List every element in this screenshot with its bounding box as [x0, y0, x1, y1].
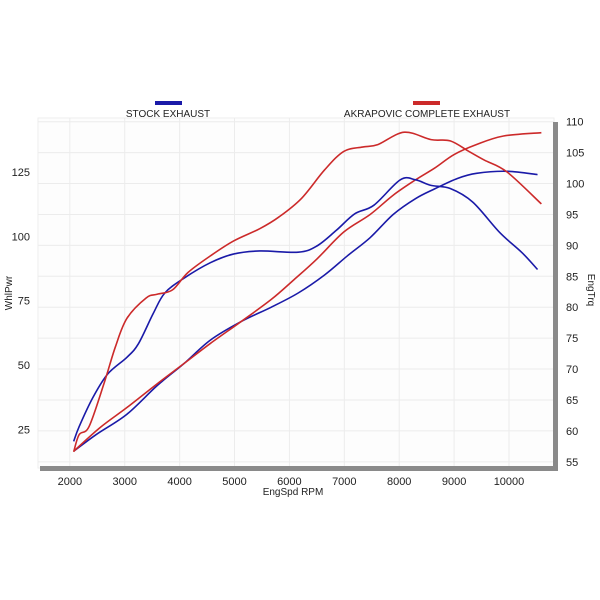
right-tick-label: 65 — [566, 395, 578, 407]
x-tick-label: 4000 — [167, 476, 191, 488]
left-tick-label: 25 — [18, 424, 30, 436]
right-tick-label: 75 — [566, 333, 578, 345]
grid — [38, 118, 554, 468]
right-tick-label: 95 — [566, 209, 578, 221]
right-axis-ticks: 55 60 65 70 75 80 85 90 95 100 105 110 — [566, 117, 584, 469]
plot-shadow-bottom — [40, 466, 558, 471]
right-axis-label: EngTrq — [585, 274, 596, 306]
left-tick-label: 100 — [12, 231, 30, 243]
right-tick-label: 60 — [566, 426, 578, 438]
series-line-akrapovic-engtrq — [72, 131, 542, 453]
series-line-akrapovic-whlpwr — [73, 131, 542, 452]
right-tick-label: 100 — [566, 179, 584, 191]
x-tick-label: 9000 — [442, 476, 466, 488]
series-group — [72, 131, 542, 453]
plot-shadow-right — [553, 122, 558, 471]
series-line-stock-whlpwr — [73, 170, 538, 452]
left-tick-label: 75 — [18, 296, 30, 308]
right-tick-label: 70 — [566, 364, 578, 376]
x-tick-label: 6000 — [277, 476, 301, 488]
right-tick-label: 55 — [566, 457, 578, 469]
right-tick-label: 105 — [566, 148, 584, 160]
left-axis-ticks: 25 50 75 100 125 — [12, 167, 30, 436]
legend-swatch-akrapovic — [413, 101, 440, 105]
legend: STOCK EXHAUST AKRAPOVIC COMPLETE EXHAUST — [126, 101, 510, 120]
legend-swatch-stock — [155, 101, 182, 105]
right-tick-label: 85 — [566, 271, 578, 283]
right-tick-label: 80 — [566, 302, 578, 314]
right-tick-label: 90 — [566, 240, 578, 252]
series-line-stock-engtrq — [72, 176, 539, 442]
left-tick-label: 125 — [12, 167, 30, 179]
legend-label-stock: STOCK EXHAUST — [126, 109, 210, 120]
x-tick-label: 5000 — [222, 476, 246, 488]
x-tick-label: 8000 — [387, 476, 411, 488]
legend-label-akrapovic: AKRAPOVIC COMPLETE EXHAUST — [344, 109, 510, 120]
right-tick-label: 110 — [566, 117, 584, 129]
x-axis-label: EngSpd RPM — [263, 487, 324, 498]
left-axis-label: WhlPwr — [4, 275, 15, 310]
x-tick-label: 3000 — [112, 476, 136, 488]
x-tick-label: 7000 — [332, 476, 356, 488]
left-tick-label: 50 — [18, 360, 30, 372]
x-axis-ticks: 2000 3000 4000 5000 6000 7000 8000 9000 10000 — [58, 476, 525, 488]
x-tick-label: 2000 — [58, 476, 82, 488]
x-tick-label: 10000 — [494, 476, 525, 488]
